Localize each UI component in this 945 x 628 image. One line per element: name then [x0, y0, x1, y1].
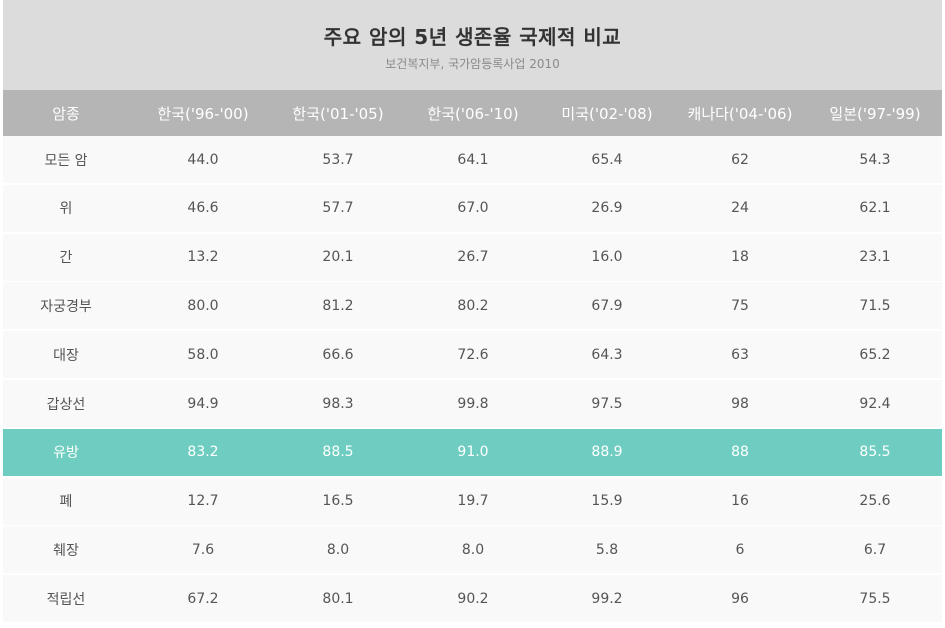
- table-cell: 8.0: [461, 541, 485, 558]
- table-cell: 81.2: [322, 297, 354, 314]
- table-cell: 75.5: [859, 590, 891, 607]
- table-cell: 98: [731, 395, 749, 412]
- table-cell: 53.7: [322, 151, 354, 168]
- table-cell: 91.0: [457, 444, 489, 461]
- table-row: 적립선 67.2 80.1 90.2 99.2 96 75.5: [3, 575, 942, 624]
- row-label: 자궁경부: [40, 298, 92, 315]
- table-row: 대장 58.0 66.6 72.6 64.3 63 65.2: [3, 331, 942, 380]
- table-cell: 99.2: [591, 590, 623, 607]
- table-cell: 20.1: [322, 249, 354, 266]
- table-cell: 15.9: [591, 493, 623, 510]
- table-row: 폐 12.7 16.5 19.7 15.9 16 25.6: [3, 477, 942, 526]
- table-cell: 19.7: [457, 493, 489, 510]
- table-cell: 44.0: [187, 151, 219, 168]
- table-cell: 26.9: [591, 200, 623, 217]
- chart-subtitle: 보건복지부, 국가암등록사업 2010: [385, 57, 560, 71]
- row-label: 췌장: [53, 542, 79, 559]
- table-cell: 18: [731, 249, 749, 266]
- table-cell: 24: [731, 200, 749, 217]
- table-cell: 94.9: [187, 395, 219, 412]
- table-row: 위 46.6 57.7 67.0 26.9 24 62.1: [3, 184, 942, 233]
- table-cell: 23.1: [859, 249, 891, 266]
- table-cell: 67.0: [457, 200, 489, 217]
- table-row: 유방 83.2 88.5 91.0 88.9 88 85.5: [3, 428, 942, 477]
- table-cell: 16.5: [322, 493, 354, 510]
- column-header: 일본('97-'99): [829, 104, 921, 123]
- column-header: 한국('01-'05): [292, 104, 384, 123]
- row-label: 유방: [53, 445, 79, 462]
- table-cell: 80.1: [322, 590, 354, 607]
- table-row: 췌장 7.6 8.0 8.0 5.8 6 6.7: [3, 526, 942, 575]
- table-cell: 54.3: [859, 151, 891, 168]
- table-cell: 75: [731, 297, 749, 314]
- table-cell: 96: [731, 590, 749, 607]
- table-cell: 16: [731, 493, 749, 510]
- table-cell: 63: [731, 346, 749, 363]
- row-label: 적립선: [46, 591, 86, 608]
- table-cell: 57.7: [322, 200, 354, 217]
- table-row: 갑상선 94.9 98.3 99.8 97.5 98 92.4: [3, 380, 942, 428]
- table-cell: 72.6: [457, 346, 489, 363]
- table-cell: 88.9: [591, 444, 623, 461]
- table-cell: 13.2: [187, 249, 219, 266]
- table-row: 간 13.2 20.1 26.7 16.0 18 23.1: [3, 233, 942, 282]
- column-header: 한국('06-'10): [427, 104, 519, 123]
- table-cell: 65.2: [859, 346, 891, 363]
- table-cell: 67.2: [187, 590, 219, 607]
- table-cell: 92.4: [859, 395, 891, 412]
- table-cell: 98.3: [322, 395, 354, 412]
- table-cell: 25.6: [859, 493, 891, 510]
- table-cell: 5.8: [595, 541, 619, 558]
- table-cell: 58.0: [187, 346, 219, 363]
- row-label: 위: [59, 201, 73, 218]
- table-cell: 80.2: [457, 297, 489, 314]
- table-row: 자궁경부 80.0 81.2 80.2 67.9 75 71.5: [3, 282, 942, 331]
- chart-header: 주요 암의 5년 생존율 국제적 비교 보건복지부, 국가암등록사업 2010: [3, 0, 942, 90]
- table-cell: 62: [731, 151, 749, 168]
- table-cell: 12.7: [187, 493, 219, 510]
- table-cell: 71.5: [859, 297, 891, 314]
- row-label: 대장: [53, 347, 79, 364]
- row-label: 갑상선: [46, 396, 86, 413]
- table-cell: 6: [735, 541, 745, 558]
- table-cell: 7.6: [191, 541, 215, 558]
- table-cell: 8.0: [326, 541, 350, 558]
- table-cell: 97.5: [591, 395, 623, 412]
- table-cell: 67.9: [591, 297, 623, 314]
- table-cell: 66.6: [322, 346, 354, 363]
- row-label: 폐: [59, 494, 73, 511]
- table-cell: 26.7: [457, 249, 489, 266]
- table-cell: 65.4: [591, 151, 623, 168]
- table-cell: 64.1: [457, 151, 489, 168]
- table-cell: 88: [731, 444, 749, 461]
- table-cell: 83.2: [187, 444, 219, 461]
- table-cell: 88.5: [322, 444, 354, 461]
- table-row: 모든 암 44.0 53.7 64.1 65.4 62 54.3: [3, 136, 942, 184]
- table-cell: 46.6: [187, 200, 219, 217]
- table-cell: 6.7: [863, 541, 887, 558]
- column-header: 미국('02-'08): [561, 104, 653, 123]
- chart-title: 주요 암의 5년 생존율 국제적 비교: [323, 25, 622, 49]
- table-header-row: 암종 한국('96-'00) 한국('01-'05) 한국('06-'10) 미국('0…: [3, 90, 942, 136]
- column-header: 암종: [52, 104, 80, 123]
- table-cell: 62.1: [859, 200, 891, 217]
- column-header: 한국('96-'00): [157, 104, 249, 123]
- table-cell: 64.3: [591, 346, 623, 363]
- table-cell: 90.2: [457, 590, 489, 607]
- table-cell: 85.5: [859, 444, 891, 461]
- row-label: 모든 암: [44, 152, 88, 169]
- column-header: 캐나다('04-'06): [687, 104, 793, 123]
- row-label: 간: [59, 250, 73, 267]
- table-cell: 16.0: [591, 249, 623, 266]
- table-cell: 80.0: [187, 297, 219, 314]
- table-cell: 99.8: [457, 395, 489, 412]
